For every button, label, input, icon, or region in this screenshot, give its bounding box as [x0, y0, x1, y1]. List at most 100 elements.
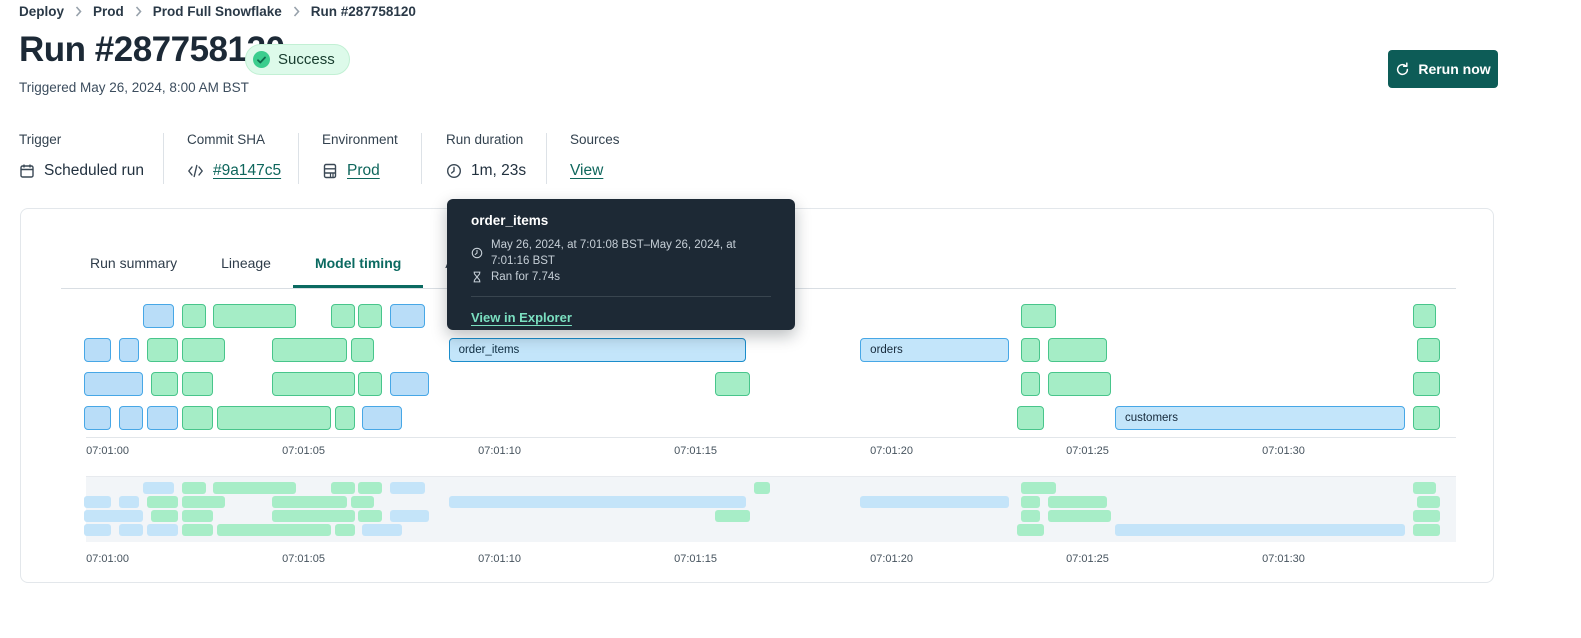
model-bar[interactable] — [272, 372, 355, 396]
model-bar — [119, 496, 139, 508]
model-bar[interactable] — [84, 338, 112, 362]
hourglass-icon — [471, 271, 483, 283]
model-bar[interactable] — [182, 338, 226, 362]
model-bar-orders[interactable]: orders — [860, 338, 1010, 362]
model-timing-chart: order_items orders customers — [84, 304, 1456, 430]
axis-tick-label: 07:01:20 — [870, 553, 913, 565]
tab-run-summary[interactable]: Run summary — [90, 255, 178, 271]
axis-tick-label: 07:01:15 — [674, 445, 717, 457]
model-bar[interactable] — [334, 406, 355, 430]
model-bar — [358, 482, 382, 494]
axis-tick-label: 07:01:05 — [282, 553, 325, 565]
breadcrumb-prod[interactable]: Prod — [93, 4, 124, 19]
model-bar[interactable] — [142, 304, 175, 328]
model-bar[interactable] — [150, 372, 179, 396]
view-in-explorer-link[interactable]: View in Explorer — [471, 310, 572, 325]
axis-tick-label: 07:01:10 — [478, 553, 521, 565]
chart-row: order_items orders — [84, 338, 1456, 362]
breadcrumb-deploy[interactable]: Deploy — [19, 4, 65, 19]
model-bar[interactable] — [146, 406, 179, 430]
timeline-overview-brush[interactable] — [84, 476, 1456, 542]
model-bar[interactable] — [1048, 338, 1108, 362]
model-bar[interactable] — [119, 406, 143, 430]
model-bar[interactable] — [146, 338, 179, 362]
model-bar[interactable] — [350, 338, 375, 362]
model-bar[interactable] — [1416, 338, 1441, 362]
breadcrumb: Deploy Prod Prod Full Snowflake Run #287… — [19, 4, 416, 19]
info-trigger: Trigger Scheduled run — [19, 132, 144, 180]
model-bar — [389, 482, 426, 494]
tooltip-duration: Ran for 7.74s — [491, 271, 561, 283]
tab-lineage[interactable]: Lineage — [221, 255, 271, 271]
model-bar[interactable] — [84, 372, 143, 396]
model-bar[interactable] — [84, 406, 112, 430]
model-bar — [182, 510, 214, 522]
model-bar[interactable] — [1020, 338, 1041, 362]
model-bar[interactable] — [715, 372, 751, 396]
chart-row — [84, 510, 1456, 522]
tab-model-timing[interactable]: Model timing — [292, 240, 424, 288]
model-bar[interactable] — [358, 372, 382, 396]
model-bar[interactable] — [272, 338, 347, 362]
model-bar — [142, 482, 175, 494]
axis-tick-label: 07:01:25 — [1066, 445, 1109, 457]
model-bar[interactable] — [330, 304, 355, 328]
info-sources: Sources View — [570, 132, 620, 180]
model-bar[interactable] — [389, 372, 429, 396]
model-bar — [358, 510, 382, 522]
model-bar — [146, 524, 179, 536]
model-bar — [350, 496, 375, 508]
chart-row — [84, 372, 1456, 396]
model-bar[interactable] — [1412, 406, 1441, 430]
model-bar — [1020, 510, 1041, 522]
model-bar[interactable] — [213, 304, 296, 328]
model-bar — [1020, 496, 1041, 508]
model-bar — [217, 524, 331, 536]
model-bar[interactable] — [389, 304, 426, 328]
info-commit: Commit SHA #9a147c5 — [187, 132, 281, 180]
commit-sha-link[interactable]: #9a147c5 — [213, 162, 282, 179]
environment-link[interactable]: Prod — [347, 162, 380, 179]
model-bar-order_items[interactable]: order_items — [448, 338, 747, 362]
model-bar-customers[interactable]: customers — [1114, 406, 1406, 430]
model-bar[interactable] — [362, 406, 402, 430]
model-bar — [389, 510, 429, 522]
tooltip-model-name: order_items — [471, 213, 549, 228]
calendar-icon — [19, 163, 35, 179]
info-environment-label: Environment — [322, 132, 398, 147]
model-bar[interactable] — [182, 406, 214, 430]
model-bar — [715, 510, 751, 522]
model-bar[interactable] — [182, 372, 214, 396]
axis-tick-label: 07:01:30 — [1262, 445, 1305, 457]
model-bar — [182, 482, 206, 494]
clock-icon — [471, 247, 483, 259]
model-bar — [84, 496, 112, 508]
model-bar[interactable] — [1412, 304, 1437, 328]
model-bar — [330, 482, 355, 494]
chart-row: customers — [84, 406, 1456, 430]
model-bar[interactable] — [1020, 372, 1041, 396]
model-bar[interactable] — [1020, 304, 1057, 328]
success-check-icon — [253, 51, 270, 68]
divider — [546, 133, 547, 184]
rerun-label: Rerun now — [1418, 61, 1491, 77]
rerun-now-button[interactable]: Rerun now — [1388, 50, 1498, 88]
model-bar — [754, 482, 770, 494]
model-bar — [1416, 496, 1441, 508]
model-bar[interactable] — [1412, 372, 1441, 396]
model-bar[interactable] — [1048, 372, 1112, 396]
triggered-timestamp: Triggered May 26, 2024, 8:00 AM BST — [19, 80, 249, 95]
model-bar[interactable] — [119, 338, 139, 362]
sources-view-link[interactable]: View — [570, 162, 604, 179]
breadcrumb-job[interactable]: Prod Full Snowflake — [152, 4, 282, 19]
tooltip-time-range: May 26, 2024, at 7:01:08 BST–May 26, 202… — [491, 239, 736, 267]
model-bar-orders — [860, 496, 1010, 508]
model-bar[interactable] — [1016, 406, 1045, 430]
model-bar[interactable] — [182, 304, 206, 328]
model-bar[interactable] — [217, 406, 331, 430]
model-bar-label: order_items — [458, 344, 520, 356]
divider — [163, 133, 164, 184]
model-bar — [213, 482, 296, 494]
model-bar[interactable] — [358, 304, 382, 328]
model-bar — [1412, 524, 1441, 536]
